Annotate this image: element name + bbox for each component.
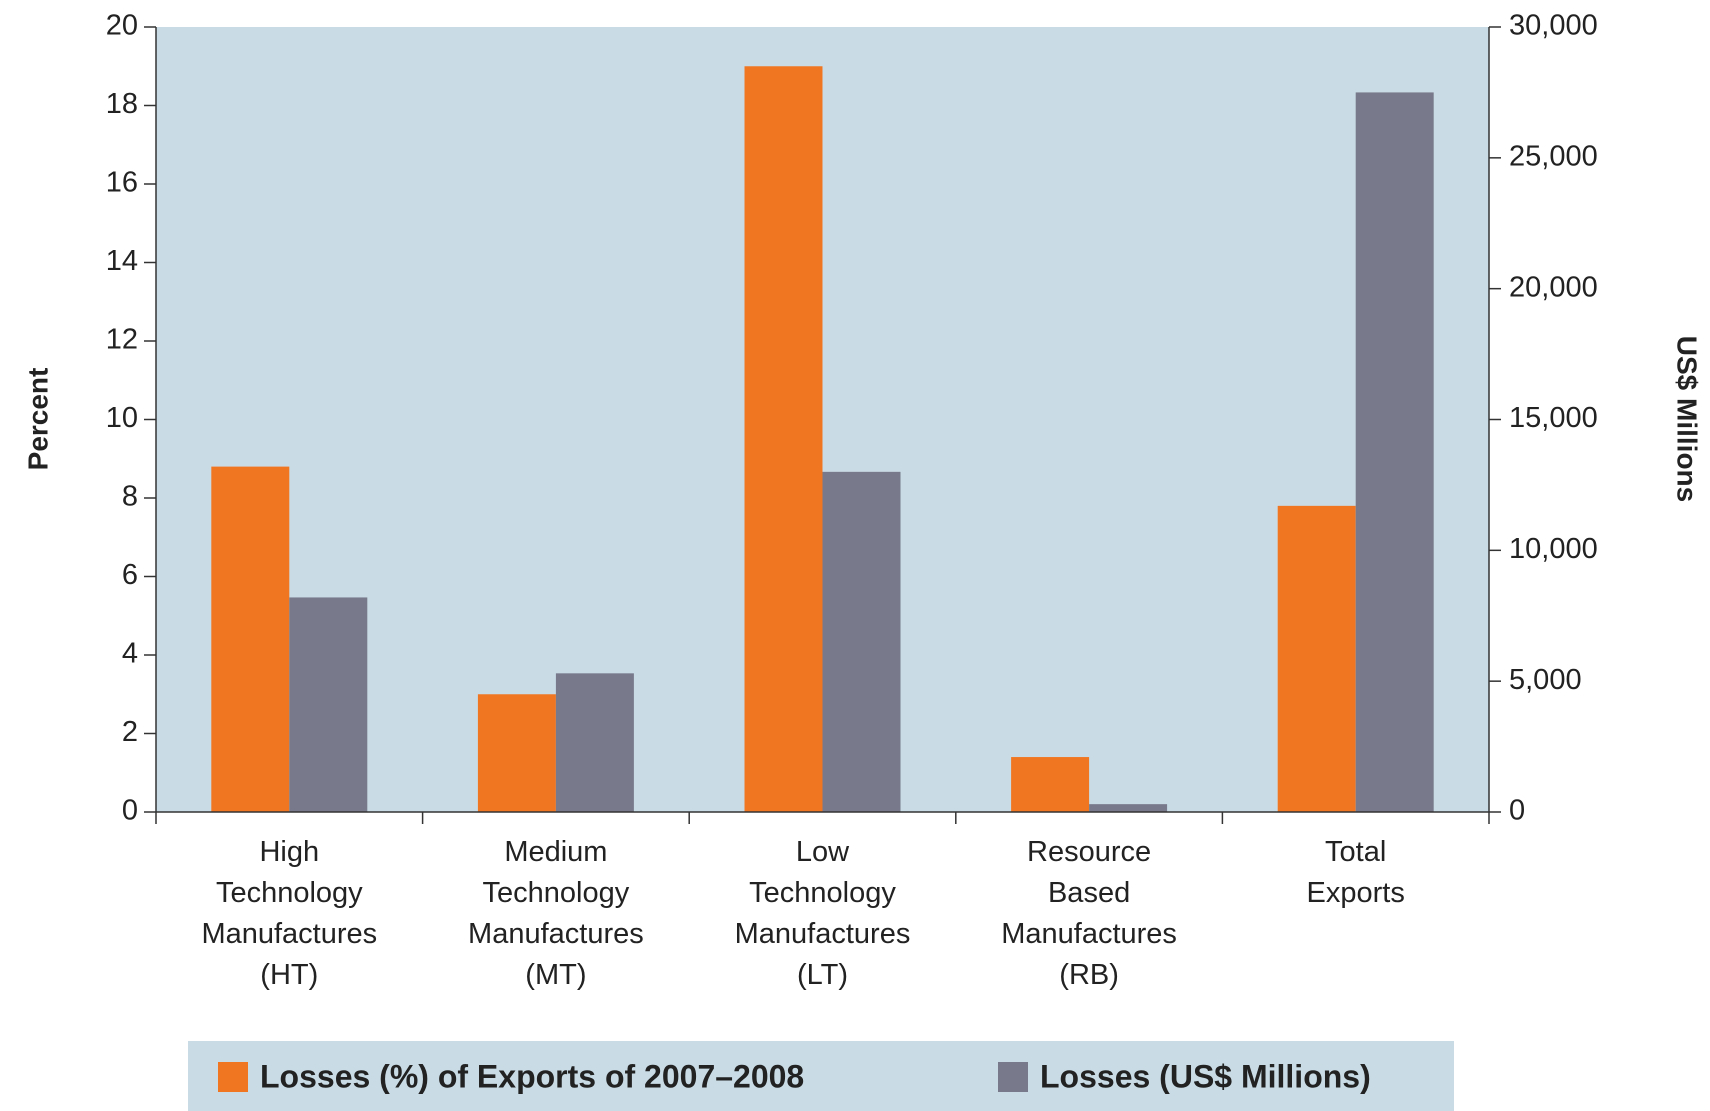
bar <box>1355 92 1434 812</box>
y-tick-label: 20 <box>106 10 138 42</box>
y-tick-label: 8 <box>122 481 138 513</box>
y2-tick-label: 0 <box>1509 795 1525 827</box>
y-tick-label: 10 <box>106 402 138 434</box>
bar <box>555 673 634 812</box>
legend-swatch <box>218 1062 248 1092</box>
y2-tick-label: 30,000 <box>1509 10 1598 42</box>
x-tick-label: Total Exports <box>1306 836 1405 909</box>
y-tick-label: 0 <box>122 795 138 827</box>
y2-tick-label: 20,000 <box>1509 271 1598 303</box>
x-tick-label: Resource Based Manufactures (RB) <box>1001 836 1177 991</box>
bar <box>211 466 290 812</box>
y2-tick-label: 25,000 <box>1509 140 1598 172</box>
y2-tick-label: 5,000 <box>1509 664 1582 696</box>
y-tick-label: 18 <box>106 88 138 120</box>
y-tick-label: 12 <box>106 324 138 356</box>
bar <box>1089 804 1168 812</box>
bar <box>1277 505 1356 812</box>
x-tick-label: High Technology Manufactures (HT) <box>201 836 378 991</box>
y-tick-label: 2 <box>122 716 138 748</box>
legend-label: Losses (US$ Millions) <box>1040 1058 1371 1094</box>
bar <box>289 597 368 812</box>
y2-tick-label: 15,000 <box>1509 402 1598 434</box>
bar <box>1011 757 1090 812</box>
y-tick-label: 16 <box>106 167 138 199</box>
legend-swatch <box>998 1062 1028 1092</box>
y-axis-title: Percent <box>22 368 53 471</box>
bar <box>822 471 901 812</box>
legend-label: Losses (%) of Exports of 2007–2008 <box>260 1058 804 1094</box>
x-tick-label: Low Technology Manufactures (LT) <box>734 836 911 991</box>
y-tick-label: 6 <box>122 559 138 591</box>
y2-tick-label: 10,000 <box>1509 533 1598 565</box>
bar <box>744 66 823 812</box>
y2-axis-title: US$ Millions <box>1672 336 1703 502</box>
bar <box>477 694 556 812</box>
y-tick-label: 14 <box>106 245 138 277</box>
x-tick-label: Medium Technology Manufactures (MT) <box>468 836 644 991</box>
y-tick-label: 4 <box>122 638 138 670</box>
legend-box <box>188 1041 1454 1111</box>
